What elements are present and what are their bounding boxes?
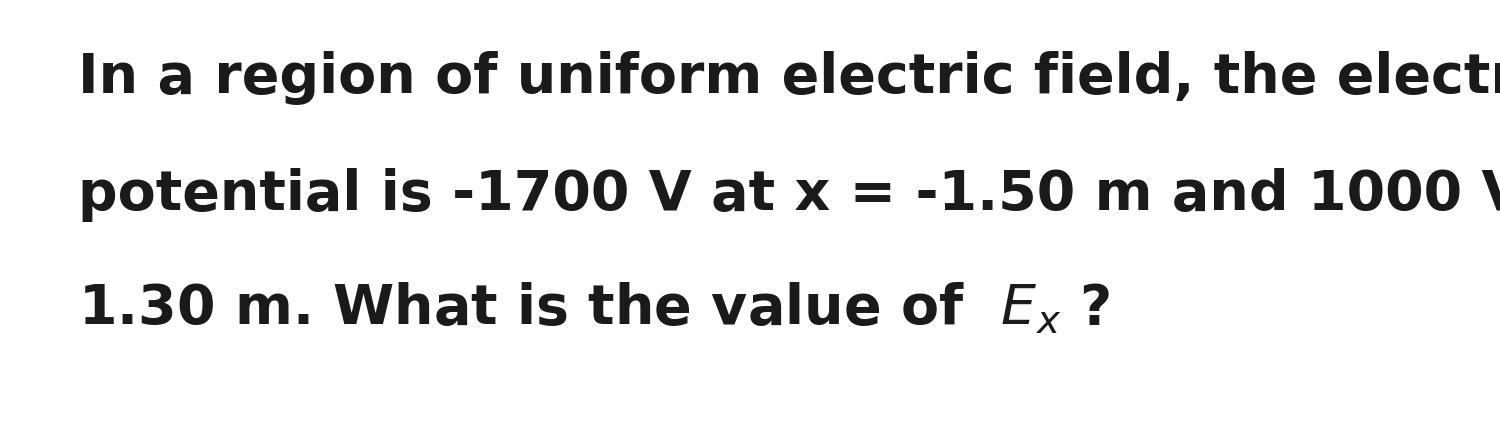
- Text: In a region of uniform electric field, the electric: In a region of uniform electric field, t…: [78, 51, 1500, 105]
- Text: potential is -1700 V at x = -1.50 m and 1000 V at x =: potential is -1700 V at x = -1.50 m and …: [78, 168, 1500, 222]
- Text: 1.30 m. What is the value of  $\mathit{E}_{x}$ ?: 1.30 m. What is the value of $\mathit{E}…: [78, 282, 1110, 336]
